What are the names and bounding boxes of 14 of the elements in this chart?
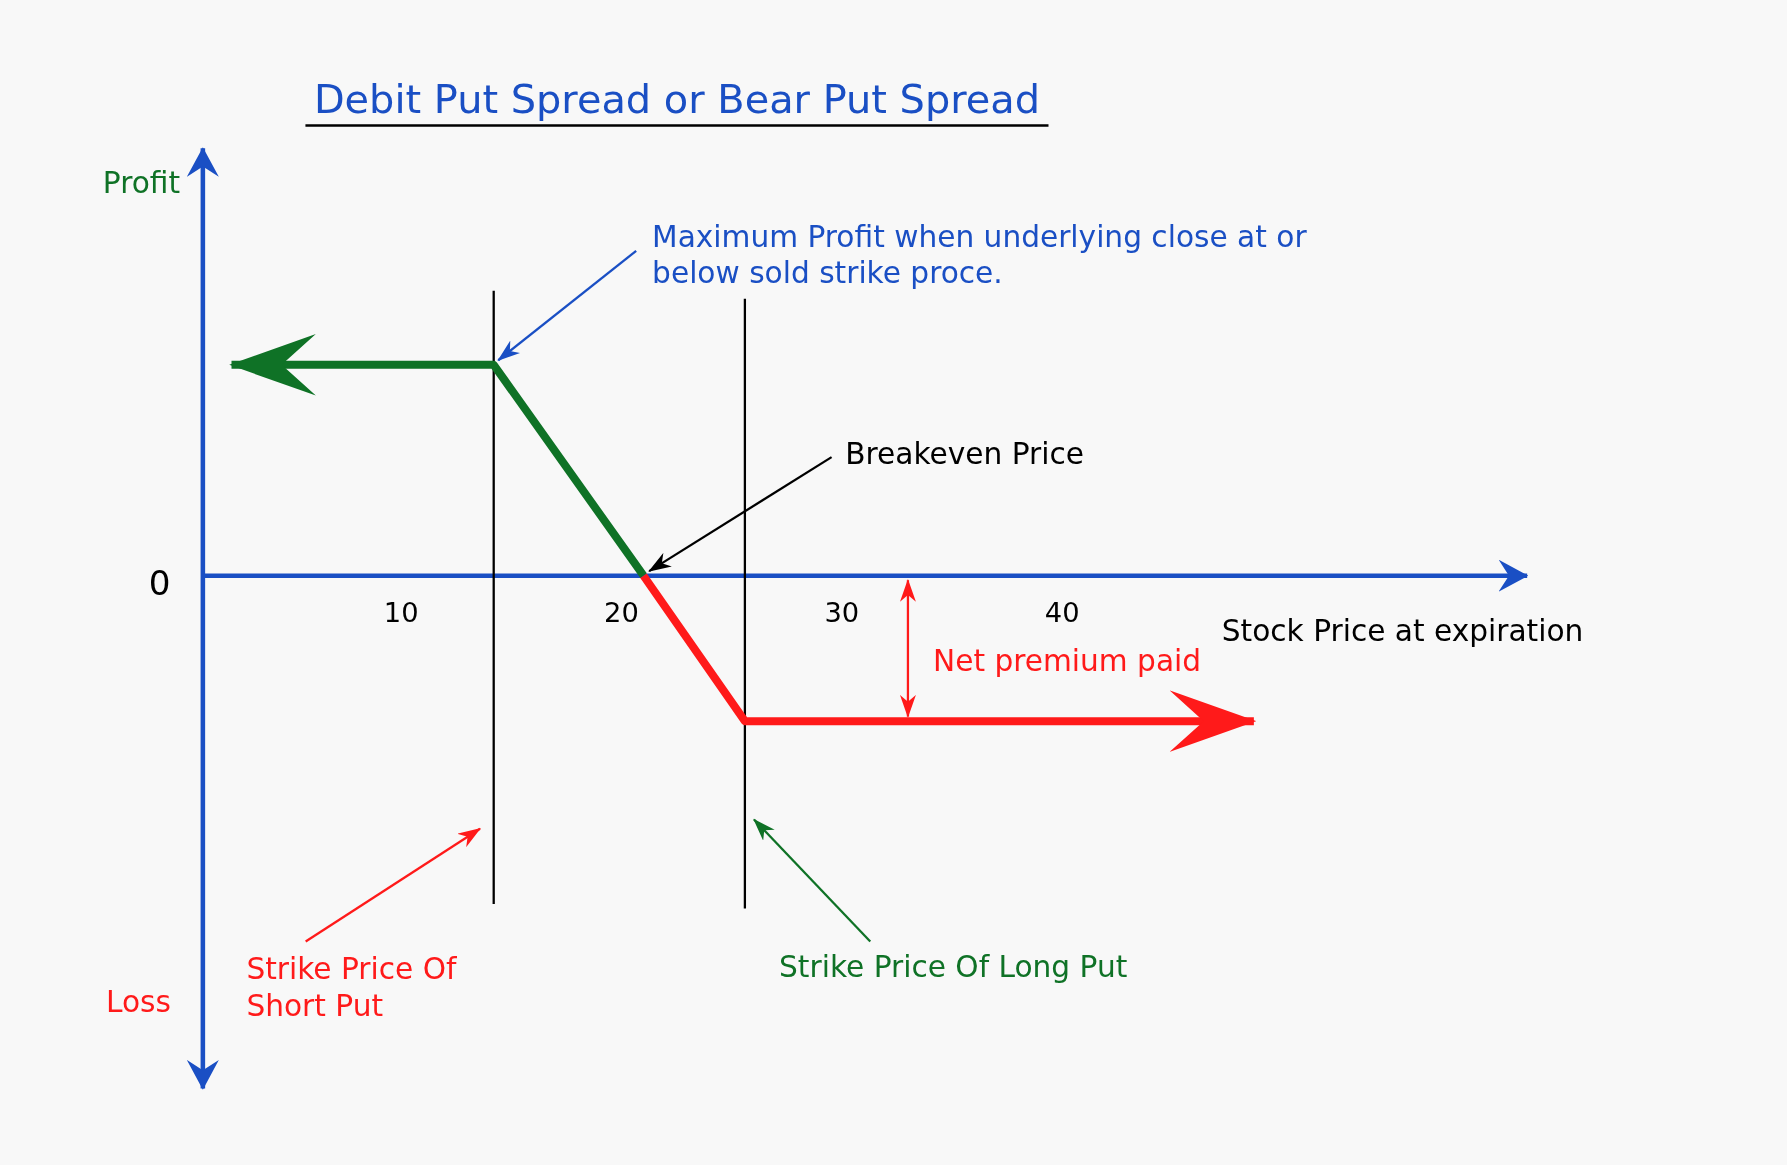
annotation: Net premium paid bbox=[933, 643, 1202, 679]
annotation: Maximum Profit when underlying close at or below sold strike proce. bbox=[652, 219, 1308, 290]
text: 0 bbox=[148, 563, 171, 604]
text: Loss bbox=[105, 984, 171, 1020]
x-tick-label: 30 bbox=[824, 597, 860, 629]
ref-line-label: Strike Price Of Short Put bbox=[246, 951, 457, 1023]
x-tick-label: 40 bbox=[1044, 597, 1080, 629]
annotation: Breakeven Price bbox=[845, 435, 1085, 471]
x-tick-label: 10 bbox=[383, 597, 419, 629]
x-tick-label: 20 bbox=[604, 597, 639, 629]
x-axis-title: Stock Price at expiration bbox=[1221, 612, 1584, 648]
ref-line-label: Strike Price Of Long Put bbox=[779, 948, 1128, 984]
text: Profit bbox=[102, 164, 181, 200]
chart-title: Debit Put Spread or Bear Put Spread bbox=[313, 75, 1041, 122]
